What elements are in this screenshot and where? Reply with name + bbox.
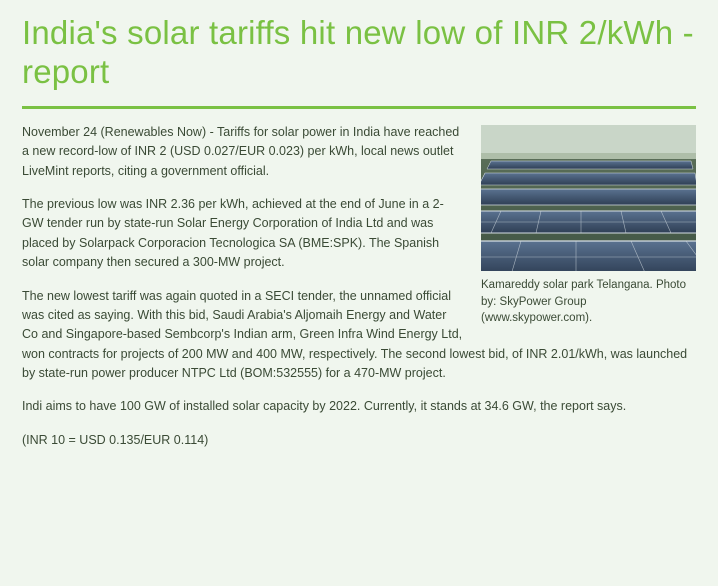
photo-caption: Kamareddy solar park Telangana. Photo by… <box>481 277 696 327</box>
article-paragraph: Indi aims to have 100 GW of installed so… <box>22 397 696 416</box>
article-paragraph: (INR 10 = USD 0.135/EUR 0.114) <box>22 431 696 450</box>
article-headline: India's solar tariffs hit new low of INR… <box>22 14 696 92</box>
article-photo <box>481 125 696 271</box>
article-body: Kamareddy solar park Telangana. Photo by… <box>22 123 696 450</box>
article-figure: Kamareddy solar park Telangana. Photo by… <box>481 125 696 327</box>
headline-rule <box>22 106 696 109</box>
